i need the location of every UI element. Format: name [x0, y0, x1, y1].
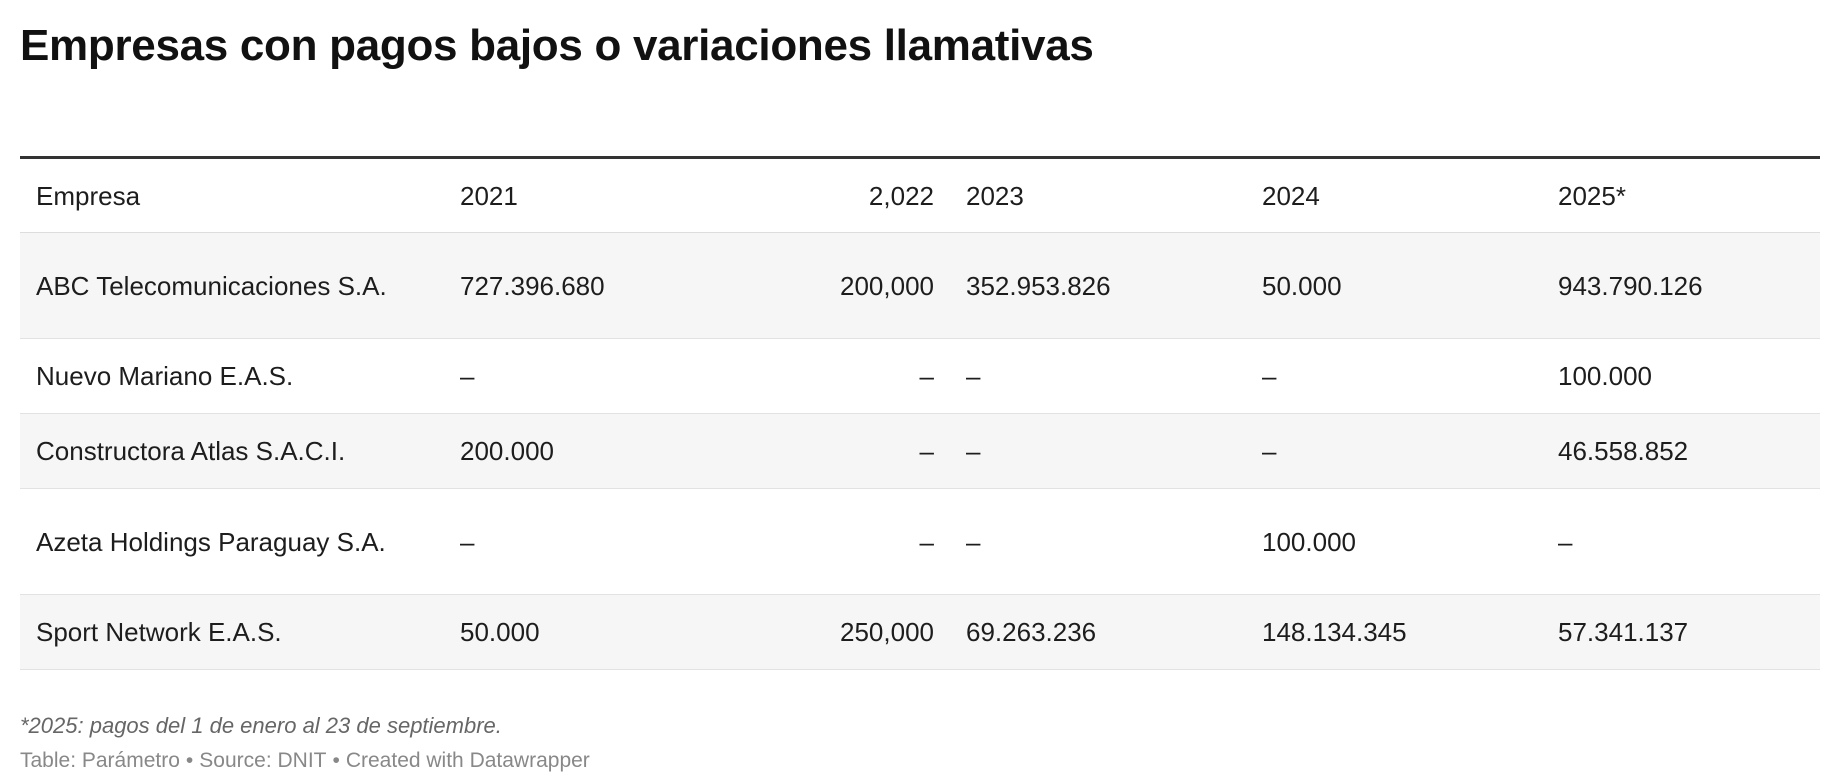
value-cell-2021: 727.396.680 [444, 232, 605, 339]
value-cell-2022: 250,000 [584, 594, 950, 670]
value-cell-2023: 352.953.826 [950, 232, 1246, 339]
value-cell-2023: – [950, 413, 1246, 489]
table-header-row: Empresa 2021 2,022 2023 2024 2025* [20, 157, 1820, 233]
credit-table: Table: Parámetro [20, 749, 180, 772]
chart-title: Empresas con pagos bajos o variaciones l… [20, 21, 1094, 70]
value-cell-2021: – [444, 338, 584, 414]
table-row: ABC Telecomunicaciones S.A. 727.396.680 … [20, 232, 1820, 339]
value-cell-2022: – [584, 488, 950, 595]
column-header-2023[interactable]: 2023 [950, 157, 1246, 233]
value-cell-2024: – [1246, 338, 1542, 414]
column-header-2021[interactable]: 2021 [444, 157, 584, 233]
value-cell-2024: 100.000 [1246, 488, 1542, 595]
value-cell-2025: – [1542, 488, 1820, 595]
value-cell-2024: – [1246, 413, 1542, 489]
credit-separator: • [185, 749, 194, 772]
value-cell-2022: – [584, 338, 950, 414]
company-name-cell: ABC Telecomunicaciones S.A. [20, 232, 444, 339]
value-cell-2025: 46.558.852 [1542, 413, 1820, 489]
value-cell-2021: 50.000 [444, 594, 584, 670]
credit-datawrapper-link[interactable]: Created with Datawrapper [345, 749, 590, 772]
credit-separator: • [332, 749, 340, 772]
data-table: Empresa 2021 2,022 2023 2024 2025* ABC T… [20, 156, 1820, 670]
value-cell-2024: 148.134.345 [1246, 594, 1542, 670]
table-footnote: *2025: pagos del 1 de enero al 23 de sep… [20, 713, 502, 738]
value-cell-2025: 100.000 [1542, 338, 1820, 414]
credits-line: Table: Parámetro • Source: DNIT • Created wi… [20, 748, 1820, 774]
value-cell-2021: 200.000 [444, 413, 584, 489]
value-cell-2023: 69.263.236 [950, 594, 1246, 670]
table-row: Sport Network E.A.S. 50.000 250,000 69.2… [20, 594, 1820, 670]
column-header-2025[interactable]: 2025* [1542, 157, 1820, 233]
company-name-cell: Azeta Holdings Paraguay S.A. [20, 488, 444, 595]
value-cell-2025: 943.790.126 [1542, 232, 1820, 339]
value-cell-2024: 50.000 [1246, 232, 1542, 339]
credit-source: Source: DNIT [199, 749, 327, 772]
value-cell-2025: 57.341.137 [1542, 594, 1820, 670]
company-name-cell: Nuevo Mariano E.A.S. [20, 338, 444, 414]
table-row: Constructora Atlas S.A.C.I. 200.000 – – … [20, 413, 1820, 489]
company-name-cell: Sport Network E.A.S. [20, 594, 444, 670]
table-row: Nuevo Mariano E.A.S. – – – – 100.000 [20, 338, 1820, 414]
value-cell-2021: – [444, 488, 584, 595]
value-cell-2023: – [950, 338, 1246, 414]
value-cell-2022: 200,000 [584, 232, 950, 339]
value-cell-2022: – [584, 413, 950, 489]
column-header-2022[interactable]: 2,022 [584, 157, 950, 233]
column-header-empresa[interactable]: Empresa [20, 157, 444, 233]
column-header-2024[interactable]: 2024 [1246, 157, 1542, 233]
table-row: Azeta Holdings Paraguay S.A. – – – 100.0… [20, 488, 1820, 595]
company-name-cell: Constructora Atlas S.A.C.I. [20, 413, 444, 489]
value-cell-2023: – [950, 488, 1246, 595]
